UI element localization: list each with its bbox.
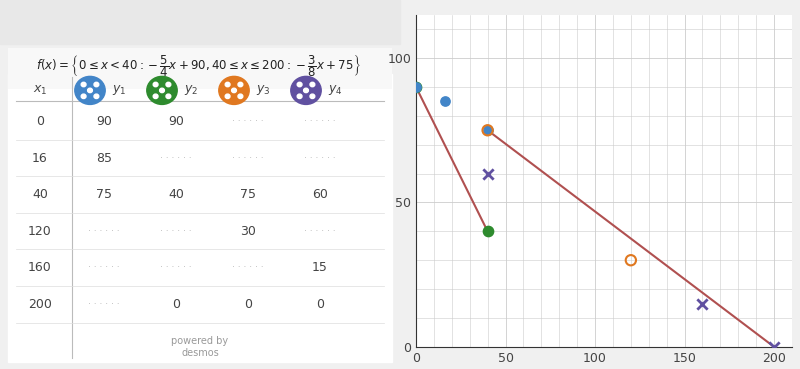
Text: $x_1$: $x_1$ xyxy=(33,84,47,97)
Circle shape xyxy=(226,82,230,87)
Text: 0: 0 xyxy=(172,298,180,311)
Text: · · · · · ·: · · · · · · xyxy=(160,227,192,236)
Point xyxy=(482,170,494,176)
Circle shape xyxy=(147,76,178,104)
Text: 0: 0 xyxy=(244,298,252,311)
Text: 75: 75 xyxy=(96,188,112,201)
Text: · · · · · ·: · · · · · · xyxy=(232,117,264,126)
Point xyxy=(410,84,422,90)
Circle shape xyxy=(226,94,230,99)
Circle shape xyxy=(298,94,302,99)
Circle shape xyxy=(166,82,171,87)
Text: · · · · · ·: · · · · · · xyxy=(232,154,264,163)
Point xyxy=(482,127,494,133)
Text: 85: 85 xyxy=(96,152,112,165)
Point xyxy=(482,228,494,234)
Text: 15: 15 xyxy=(312,261,328,274)
Text: 0: 0 xyxy=(36,115,44,128)
Bar xyxy=(0,0,400,44)
Text: · · · · · ·: · · · · · · xyxy=(304,227,336,236)
Text: $y_1$: $y_1$ xyxy=(112,83,126,97)
Text: 60: 60 xyxy=(312,188,328,201)
Text: $y_3$: $y_3$ xyxy=(256,83,270,97)
Text: $y_2$: $y_2$ xyxy=(184,83,198,97)
Text: · · · · · ·: · · · · · · xyxy=(160,154,192,163)
Circle shape xyxy=(154,94,158,99)
Bar xyxy=(8,74,392,362)
Text: · · · · · ·: · · · · · · xyxy=(88,263,120,272)
Text: powered by
desmos: powered by desmos xyxy=(171,336,229,358)
Circle shape xyxy=(304,88,308,93)
Text: 200: 200 xyxy=(28,298,52,311)
Point xyxy=(410,84,422,90)
Text: 0: 0 xyxy=(316,298,324,311)
Point xyxy=(438,99,451,104)
Text: 90: 90 xyxy=(96,115,112,128)
Circle shape xyxy=(219,76,250,104)
Circle shape xyxy=(75,76,106,104)
Circle shape xyxy=(238,94,243,99)
Circle shape xyxy=(291,76,321,104)
Text: 30: 30 xyxy=(240,225,256,238)
Text: 40: 40 xyxy=(168,188,184,201)
Point xyxy=(768,344,781,350)
Text: · · · · · ·: · · · · · · xyxy=(160,263,192,272)
Text: 75: 75 xyxy=(240,188,256,201)
Bar xyxy=(8,48,392,89)
Text: 16: 16 xyxy=(32,152,48,165)
Circle shape xyxy=(310,82,315,87)
Text: 40: 40 xyxy=(32,188,48,201)
Circle shape xyxy=(166,94,171,99)
Point xyxy=(482,127,494,133)
Text: · · · · · ·: · · · · · · xyxy=(88,227,120,236)
Circle shape xyxy=(154,82,158,87)
Text: $f(x) = \left\{0 \leq x < 40: -\dfrac{5}{4}x + 90, 40 \leq x \leq 200: -\dfrac{3: $f(x) = \left\{0 \leq x < 40: -\dfrac{5}… xyxy=(36,54,361,79)
Circle shape xyxy=(94,82,99,87)
Text: 120: 120 xyxy=(28,225,52,238)
Text: · · · · · ·: · · · · · · xyxy=(88,300,120,309)
Circle shape xyxy=(82,82,86,87)
Text: $y_4$: $y_4$ xyxy=(328,83,342,97)
Circle shape xyxy=(88,88,93,93)
Text: 160: 160 xyxy=(28,261,52,274)
Text: · · · · · ·: · · · · · · xyxy=(232,263,264,272)
Point xyxy=(696,301,709,307)
Circle shape xyxy=(160,88,165,93)
Circle shape xyxy=(82,94,86,99)
Circle shape xyxy=(94,94,99,99)
Circle shape xyxy=(232,88,237,93)
Circle shape xyxy=(310,94,315,99)
Point xyxy=(625,257,638,263)
Circle shape xyxy=(298,82,302,87)
Text: · · · · · ·: · · · · · · xyxy=(304,117,336,126)
Text: · · · · · ·: · · · · · · xyxy=(304,154,336,163)
Text: 90: 90 xyxy=(168,115,184,128)
Circle shape xyxy=(238,82,243,87)
